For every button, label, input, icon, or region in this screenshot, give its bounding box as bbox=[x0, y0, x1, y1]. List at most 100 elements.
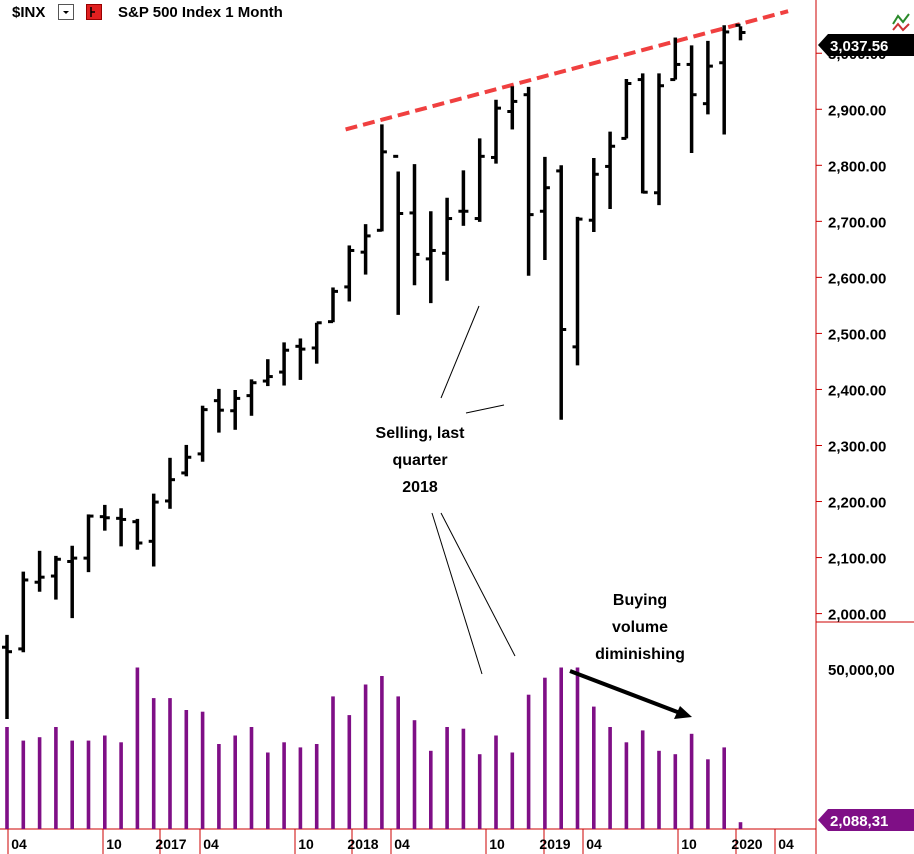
volume-bar bbox=[412, 720, 417, 829]
time-tick-label: 04 bbox=[394, 836, 410, 852]
volume-bar bbox=[429, 750, 433, 829]
ohlc-bar bbox=[18, 571, 29, 653]
price-tick-label: 2,200.00 bbox=[828, 495, 886, 512]
ohlc-bar bbox=[654, 73, 664, 206]
ohlc-bar bbox=[572, 216, 583, 366]
ohlc-bar bbox=[83, 514, 94, 573]
volume-bar bbox=[738, 822, 743, 829]
time-tick-label: 2020 bbox=[731, 836, 762, 852]
price-tick-label: 2,600.00 bbox=[828, 270, 886, 287]
resistance-trendline bbox=[345, 9, 789, 132]
volume-tick-label: 50,000,00 bbox=[828, 662, 895, 679]
ohlc-bar bbox=[605, 131, 616, 210]
volume-bar bbox=[54, 727, 58, 829]
price-tick-label: 2,300.00 bbox=[828, 438, 886, 455]
bar-style-icon bbox=[90, 7, 95, 17]
ohlc-bar bbox=[262, 359, 273, 387]
volume-bar bbox=[657, 750, 661, 829]
last-price-value: 3,037.56 bbox=[830, 38, 888, 55]
price-tick-label: 2,800.00 bbox=[828, 158, 886, 175]
chart-title: S&P 500 Index 1 Month bbox=[118, 4, 283, 21]
color-indicator-button[interactable] bbox=[86, 4, 102, 20]
volume-bar bbox=[477, 754, 482, 829]
volume-bar bbox=[184, 710, 189, 829]
volume-bar bbox=[331, 696, 335, 829]
ohlc-bar bbox=[409, 164, 420, 286]
ohlc-bar bbox=[148, 493, 159, 567]
ohlc-bar bbox=[523, 86, 534, 276]
price-tick-label: 2,900.00 bbox=[828, 102, 886, 119]
symbol-dropdown-button[interactable] bbox=[58, 4, 74, 20]
volume-bar bbox=[706, 759, 710, 829]
ohlc-bar bbox=[637, 73, 648, 194]
ohlc-bar bbox=[686, 45, 697, 153]
time-axis-labels: 04 10 2017 04 10 2018 04 10 2019 04 10 2020 04 bbox=[7, 829, 794, 854]
annotation-line: 2018 bbox=[402, 479, 438, 496]
volume-bar bbox=[168, 698, 172, 829]
ohlc-bar bbox=[99, 504, 110, 531]
ohlc-bar bbox=[230, 390, 241, 430]
volume-bar bbox=[510, 752, 515, 829]
volume-bar bbox=[559, 667, 563, 829]
ohlc-bar bbox=[328, 287, 338, 324]
annotation-line: volume bbox=[611, 619, 668, 636]
time-tick-label: 04 bbox=[586, 836, 602, 852]
ohlc-bar bbox=[670, 37, 681, 82]
price-axis-ticks: 2,000.00 2,100.00 2,200.00 2,300.00 2,400.00… bbox=[816, 46, 886, 624]
annotation-line: diminishing bbox=[595, 646, 685, 663]
volume-bar bbox=[494, 735, 498, 829]
price-tick-label: 2,500.00 bbox=[828, 326, 886, 343]
ohlc-bar bbox=[181, 444, 192, 477]
ohlc-bar bbox=[50, 555, 61, 600]
ohlc-bar bbox=[213, 388, 224, 433]
price-tick-label: 2,100.00 bbox=[828, 551, 886, 568]
last-volume-label: 2,088,31 bbox=[818, 809, 914, 831]
volume-bar bbox=[233, 735, 237, 829]
volume-bar bbox=[640, 730, 645, 829]
ohlc-bar bbox=[393, 154, 404, 315]
ohlc-bar bbox=[458, 170, 469, 226]
volume-bar bbox=[526, 694, 531, 829]
volume-bar bbox=[86, 740, 91, 829]
chart-tools-icon[interactable] bbox=[890, 10, 912, 34]
annotation-line: Selling, last bbox=[375, 425, 465, 442]
volume-bar bbox=[200, 711, 205, 829]
ohlc-bar bbox=[360, 224, 371, 275]
time-tick-label: 2018 bbox=[347, 836, 378, 852]
ohlc-bars bbox=[2, 23, 746, 719]
selling-annotation: Selling, last quarter 2018 bbox=[350, 420, 490, 501]
ohlc-bar bbox=[246, 379, 257, 416]
volume-bar bbox=[266, 752, 270, 829]
ohlc-bar bbox=[67, 545, 78, 619]
ohlc-bar bbox=[34, 550, 45, 592]
volume-bar bbox=[445, 727, 449, 829]
volume-bar bbox=[592, 706, 596, 829]
time-tick-label: 10 bbox=[106, 836, 122, 852]
volume-bar bbox=[217, 744, 221, 829]
volume-bar bbox=[722, 747, 726, 829]
ohlc-bar bbox=[442, 197, 453, 281]
ohlc-bar bbox=[165, 457, 175, 509]
volume-bar bbox=[575, 667, 580, 829]
volume-bar bbox=[135, 667, 140, 829]
ohlc-bar bbox=[735, 23, 746, 41]
diminishing-arrow bbox=[569, 669, 692, 719]
volume-bar bbox=[543, 677, 547, 829]
time-tick-label: 10 bbox=[681, 836, 697, 852]
volume-bar bbox=[37, 737, 42, 829]
volume-bar bbox=[624, 742, 629, 829]
symbol-label: $INX bbox=[12, 4, 46, 21]
price-tick-label: 2,700.00 bbox=[828, 214, 886, 231]
ohlc-bar bbox=[539, 156, 550, 261]
ohlc-bar bbox=[279, 342, 290, 386]
last-volume-value: 2,088,31 bbox=[830, 813, 888, 830]
ohlc-bar bbox=[507, 86, 518, 130]
volume-bar bbox=[314, 744, 319, 829]
annotation-line: quarter bbox=[392, 452, 448, 469]
ohlc-bar bbox=[702, 40, 713, 115]
price-tick-label: 2,000.00 bbox=[828, 607, 886, 624]
time-tick-label: 2017 bbox=[155, 836, 186, 852]
ohlc-bar bbox=[474, 138, 485, 222]
time-tick-label: 04 bbox=[778, 836, 794, 852]
